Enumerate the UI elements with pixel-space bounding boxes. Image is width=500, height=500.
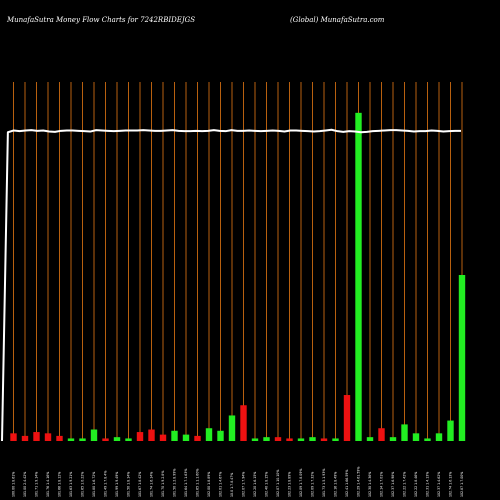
chart-title: MunafaSutra Money Flow Charts for 7242RB…: [6, 16, 195, 24]
x-tick-label: 102.16 1.8.49%: [334, 472, 338, 497]
money-flow-bar: [90, 429, 98, 441]
x-tick-label: 102.87 1.7.00%: [460, 472, 464, 497]
money-flow-bar: [182, 434, 190, 441]
x-tick-label: 101.67 1.8.42%: [138, 472, 142, 497]
money-flow-bar: [44, 433, 52, 441]
money-flow-bar: [332, 438, 339, 441]
x-tick-label: 101.49 1.7.8.4%: [104, 471, 108, 497]
money-flow-bar: [240, 405, 247, 441]
money-flow-bar: [447, 420, 454, 441]
x-tick-label: 101.71 1.9.14%: [35, 472, 39, 497]
x-tick-label: 101.76 1.4.16%: [46, 472, 50, 497]
x-tick-label: 101.73 1.5.1.93%: [322, 469, 326, 497]
money-flow-bar: [412, 433, 420, 441]
x-tick-label: 102.14 1.7.01%: [380, 472, 384, 497]
money-flow-bar: [355, 112, 362, 441]
x-tick-label: 102.31 1.4.13%: [426, 472, 430, 497]
x-tick-label: 101.99 1.9.49%: [115, 472, 119, 497]
x-tick-label: 101.63 1.9.21%: [69, 472, 73, 497]
money-flow-bar: [297, 438, 305, 441]
x-tick-label: 102.20 1.6.15%: [253, 472, 257, 497]
money-flow-bar: [159, 434, 167, 441]
money-flow-bar: [67, 438, 75, 441]
money-flow-line: [1, 128, 461, 442]
x-tick-label: 102.41 1.66.59%: [345, 470, 349, 497]
money-flow-bar: [274, 437, 282, 441]
money-flow-bar: [435, 433, 443, 441]
money-flow-bar: [424, 438, 431, 441]
money-flow-bar: [56, 435, 63, 441]
x-tick-label: 101.80 1.6.72%: [92, 472, 96, 497]
x-tick-label: 102.37 1.4.62%: [437, 472, 441, 497]
money-flow-bar: [102, 438, 109, 441]
x-tick-label: 102.09 1.7.8.09%: [299, 469, 303, 497]
x-tick-label: 102.30 1.4.36%: [368, 472, 372, 497]
money-flow-bar: [366, 437, 374, 441]
money-flow-bar: [113, 437, 121, 441]
x-tick-label: 102.09 1.7.32%: [311, 472, 315, 497]
x-tick-label: 102.01 1.4.67%: [219, 472, 223, 497]
money-flow-bar: [343, 395, 351, 441]
x-tick-label: 101.64 1.7.1.63%: [184, 469, 188, 497]
money-flow-bar: [320, 438, 328, 441]
money-flow-bar: [148, 429, 155, 441]
money-flow-bar: [194, 435, 201, 441]
x-tick-label: 102.29 1.4.61.59%: [357, 467, 361, 497]
x-tick-label: 101.65 1.0.22%: [81, 472, 85, 497]
x-tick-label: 102.07 1.10.10%: [276, 470, 280, 497]
site-credit: (Global) MunafaSutra.com: [290, 16, 385, 24]
x-tick-label: 10.0 1.7.8.47%: [230, 473, 234, 497]
x-tick-label: 101.00 2.4.42%: [23, 472, 27, 497]
money-flow-bar: [21, 435, 29, 441]
money-flow-bar: [458, 275, 466, 441]
x-tick-labels: 100.00 1.8.61% 101.00 2.4.42% 101.71 1.9.1…: [12, 467, 465, 497]
money-flow-bar: [389, 437, 397, 441]
x-tick-label: 101.50 1.2.8.99%: [173, 469, 177, 497]
x-tick-label: 102.00 1.8.89%: [207, 472, 211, 497]
x-tick-label: 100.00 1.8.61%: [12, 472, 16, 497]
money-flow-bar: [205, 428, 213, 441]
money-flow-bars: [10, 112, 466, 441]
money-flow-bar: [10, 433, 17, 441]
x-tick-label: 102.37 1.6.98%: [391, 472, 395, 497]
money-flow-bar: [251, 438, 259, 441]
money-flow-bar: [228, 415, 236, 441]
money-flow-bar: [79, 438, 86, 441]
money-flow-bar: [125, 438, 132, 441]
money-flow-bar: [171, 430, 178, 441]
x-tick-label: 102.74 1.6.13%: [449, 472, 453, 497]
money-flow-bar: [263, 437, 270, 441]
money-flow-bar: [309, 437, 316, 441]
x-tick-label: 101.74 1.6.14%: [150, 472, 154, 497]
x-tick-label: 101.65 1.1.1.60%: [196, 469, 200, 497]
x-tick-label: 102.40 1.8.15%: [265, 472, 269, 497]
money-flow-bar: [217, 430, 224, 441]
x-tick-label: 102.23 1.8.89%: [288, 472, 292, 497]
money-flow-bar: [401, 424, 408, 441]
money-flow-bar: [378, 428, 385, 441]
vertical-gridlines: [13, 82, 463, 441]
x-tick-label: 102.22 1.7.42%: [403, 472, 407, 497]
x-tick-label: 101.70 1.9.2.8%: [161, 471, 165, 497]
x-tick-label: 101.50 1.8.14%: [127, 472, 131, 497]
x-tick-label: 101.66 1.8.12%: [58, 472, 62, 497]
x-tick-label: 102.22 1.8.46%: [414, 472, 418, 497]
x-tick-label: 102.07 1.7.94%: [242, 472, 246, 497]
money-flow-bar: [286, 438, 293, 441]
money-flow-bar: [33, 432, 40, 441]
money-flow-bar: [136, 432, 144, 441]
